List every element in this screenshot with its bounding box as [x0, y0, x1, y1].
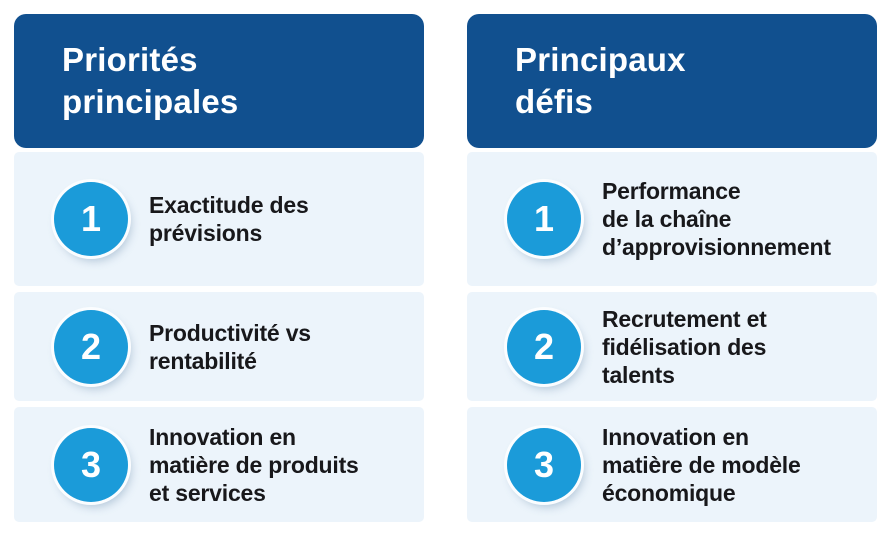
- number-badge: 3: [507, 427, 581, 502]
- list-item: 2 Recrutement et fidélisation des talents: [467, 292, 877, 401]
- priorities-card-header: Priorités principales: [14, 14, 424, 148]
- number-badge: 1: [507, 182, 581, 256]
- item-text: Recrutement et fidélisation des talents: [602, 305, 767, 388]
- number-badge: 2: [507, 309, 581, 384]
- item-text: Innovation en matière de produits et servi…: [149, 423, 359, 506]
- list-item: 2 Productivité vs rentabilité: [14, 292, 424, 401]
- number-badge: 2: [54, 309, 128, 384]
- list-item: 3 Innovation en matière de produits et ser…: [14, 407, 424, 522]
- list-item: 3 Innovation en matière de modèle économiq…: [467, 407, 877, 522]
- priorities-card-title: Priorités principales: [62, 41, 239, 120]
- item-text: Productivité vs rentabilité: [149, 319, 311, 374]
- challenges-card: Principaux défis 1 Performance de la chaîn…: [467, 14, 877, 522]
- number-badge: 3: [54, 427, 128, 502]
- priorities-card: Priorités principales 1 Exactitude des pré…: [14, 14, 424, 522]
- list-item: 1 Performance de la chaîne d’approvisionne…: [467, 152, 877, 286]
- item-text: Exactitude des prévisions: [149, 192, 309, 246]
- number-badge: 1: [54, 182, 128, 256]
- item-text: Innovation en matière de modèle économique: [602, 423, 801, 506]
- item-text: Performance de la chaîne d’approvisionneme…: [602, 178, 831, 260]
- list-item: 1 Exactitude des prévisions: [14, 152, 424, 286]
- challenges-card-header: Principaux défis: [467, 14, 877, 148]
- challenges-card-title: Principaux défis: [515, 41, 686, 120]
